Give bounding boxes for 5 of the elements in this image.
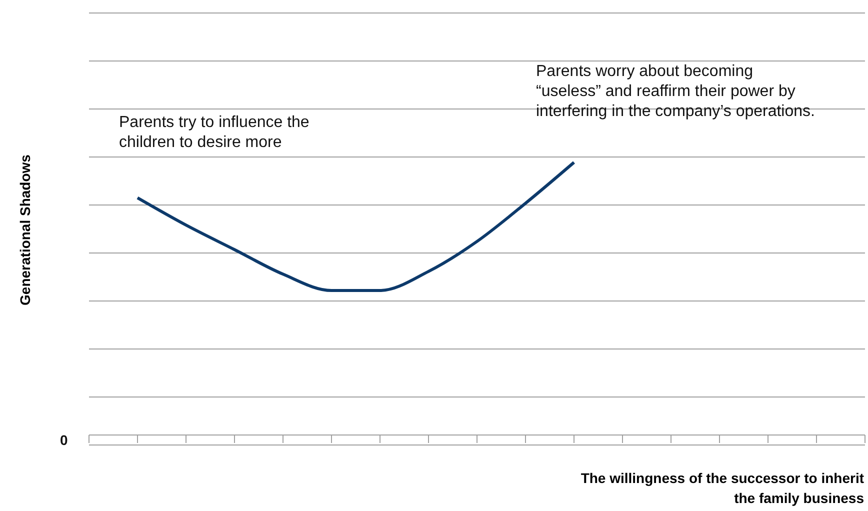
x-axis-title: The willingness of the successor to inherit the family business [580,469,864,508]
y-axis-title: Generational Shadows [17,154,33,306]
text: 0 [60,431,69,450]
text: Parents worry about becoming “useless” and reaffirm their power by interfering in the company’s operations. [536,62,816,122]
text: Parents try to influence the children to desire more [119,113,310,153]
